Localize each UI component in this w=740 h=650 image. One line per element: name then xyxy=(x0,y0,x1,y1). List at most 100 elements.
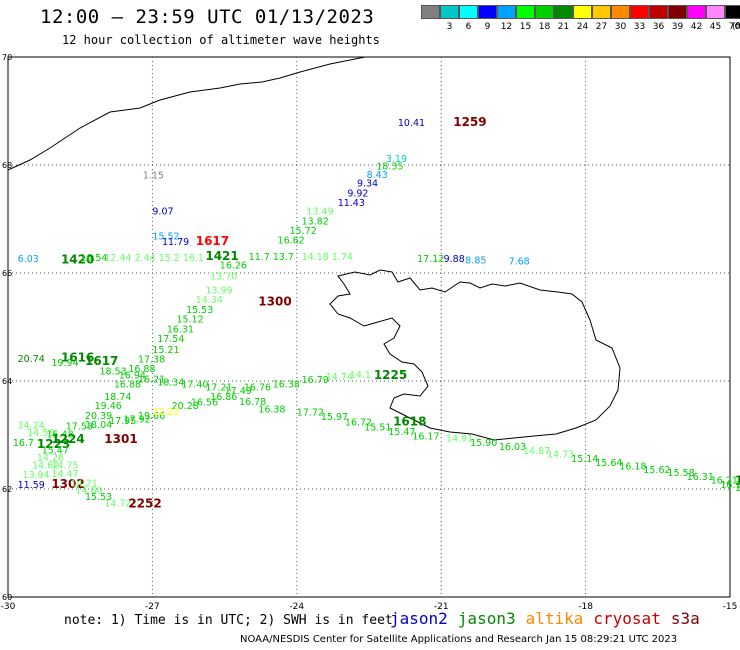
pass-time-label: 1420 xyxy=(61,252,94,266)
pass-time-label: 1617 xyxy=(85,354,118,368)
scale-swatch xyxy=(459,5,478,19)
wave-height-label: 14.62 xyxy=(32,460,59,471)
wave-height-label: 14.1 xyxy=(350,370,371,381)
wave-height-label: 18.35 xyxy=(376,161,403,172)
lat-tick-label: 66 xyxy=(2,269,12,278)
wave-height-label: 15.58 xyxy=(667,468,694,479)
wave-height-label: 6.03 xyxy=(18,254,39,265)
wave-height-label: 9.07 xyxy=(152,207,173,218)
satellite-legend: jason2 jason3 altika cryosat s3a xyxy=(390,609,700,628)
wave-height-label: 16.26 xyxy=(220,261,247,272)
wave-height-label: 13.49 xyxy=(306,207,333,218)
wave-height-label: 16.56 xyxy=(191,397,218,408)
wave-height-label: 18.74 xyxy=(104,392,131,403)
wave-height-label: 17.38 xyxy=(138,355,165,366)
wave-height-label: 15.21 xyxy=(152,345,179,356)
wave-height-label: 15.12 xyxy=(176,315,203,326)
wave-height-label: 9.88 xyxy=(444,254,465,265)
scale-label: 12 xyxy=(500,22,513,32)
scale-label: 24 xyxy=(576,22,589,32)
wave-height-label: 11.59 xyxy=(18,480,45,491)
wave-height-label: 13.82 xyxy=(302,216,329,227)
pass-time-label: 1300 xyxy=(258,294,291,308)
page-subtitle: 12 hour collection of altimeter wave hei… xyxy=(62,33,380,47)
scale-label: 33 xyxy=(633,22,646,32)
wave-height-label: 15.14 xyxy=(571,454,598,465)
scale-label: 15 xyxy=(519,22,532,32)
wave-height-label: 20.39 xyxy=(85,411,112,422)
wave-height-label: 17.21 xyxy=(205,383,232,394)
wave-height-label: 16.86 xyxy=(210,392,237,403)
wave-height-label: 16.38 xyxy=(258,404,285,415)
scale-swatch xyxy=(421,5,440,19)
scale-label: 42 xyxy=(690,22,703,32)
wave-height-label: 18.34 xyxy=(157,377,184,388)
scale-label: 39 xyxy=(671,22,684,32)
color-scale xyxy=(421,5,740,21)
wave-height-label: 14.56 xyxy=(27,428,54,439)
wave-height-label: 19.46 xyxy=(95,401,122,412)
scale-swatch xyxy=(478,5,497,19)
lon-tick-label: -18 xyxy=(578,602,593,612)
lat-tick-label: 64 xyxy=(2,377,12,386)
wave-height-label: 15.96 xyxy=(735,483,740,494)
wave-height-label: 14.47 xyxy=(51,469,78,480)
wave-height-label: 16.21 xyxy=(711,476,738,487)
scale-label: 18 xyxy=(538,22,551,32)
legend-jason2: jason2 xyxy=(390,609,448,628)
wave-height-label: 16.88 xyxy=(128,364,155,375)
color-scale-labels: 3 6 9 12 15 18 21 24 27 30 33 36 39 42 45 70 xyxy=(421,22,740,32)
scale-swatch xyxy=(535,5,554,19)
scale-label: 36 xyxy=(652,22,665,32)
lat-tick-label: 62 xyxy=(2,485,12,494)
wave-height-label: 10.41 xyxy=(398,118,425,129)
scale-swatch xyxy=(668,5,687,19)
wave-height-label: 17.49 xyxy=(225,386,252,397)
wave-height-label: 9.34 xyxy=(357,179,378,190)
scale-swatch xyxy=(687,5,706,19)
pass-time-label: 2252 xyxy=(128,496,161,510)
wave-height-label: 17.12 xyxy=(417,254,444,265)
wave-height-label: 16.03 xyxy=(499,442,526,453)
lon-tick-label: -15 xyxy=(723,602,738,612)
scale-swatch xyxy=(592,5,611,19)
wave-height-label: 15.97 xyxy=(321,412,348,423)
wave-height-label: 9.92 xyxy=(347,188,368,199)
legend-altika: altika xyxy=(525,609,584,628)
legend-s3a: s3a xyxy=(670,609,700,628)
wave-height-label: 17.40 xyxy=(181,379,208,390)
scale-swatch xyxy=(497,5,516,19)
lon-tick-label: -24 xyxy=(289,602,304,612)
wave-height-label: 17.53 xyxy=(66,422,93,433)
wave-height-label: 13.94 xyxy=(22,470,49,481)
pass-time-label: 1617 xyxy=(196,234,229,248)
wave-height-label: 15.51 xyxy=(364,423,391,434)
scale-swatch xyxy=(516,5,535,19)
wave-height-label: 14.87 xyxy=(523,446,550,457)
wave-height-label: 15.62 xyxy=(643,465,670,476)
wave-height-label: 16.88 xyxy=(114,379,141,390)
pass-time-label: 1616 xyxy=(61,351,94,365)
wave-height-label: 17.95 xyxy=(109,416,136,427)
wave-height-label: 16.72 xyxy=(345,417,372,428)
wave-height-label: 12.44 2.44 15.2 16.1 xyxy=(104,253,204,264)
wave-height-label: 14.75 xyxy=(51,460,78,471)
lon-tick-label: -27 xyxy=(145,602,160,612)
wave-height-label: 15.47 xyxy=(388,427,415,438)
wave-height-label: 16.62 xyxy=(278,235,305,246)
lon-tick-label: -21 xyxy=(434,602,449,612)
scale-swatch xyxy=(440,5,459,19)
wave-height-label: 14.21 xyxy=(71,478,98,489)
wave-height-label: 14.24 xyxy=(18,421,45,432)
wave-height-label: 1.15 xyxy=(143,171,164,182)
wave-height-label: 15.64 xyxy=(595,458,622,469)
wave-height-label: 14.73 xyxy=(547,450,574,461)
graticule: -30 -27 -24 -21 -18 -15 70 68 66 64 62 60 xyxy=(1,53,738,612)
lat-tick-label: 68 xyxy=(2,161,12,170)
wave-height-label: 16.38 xyxy=(273,379,300,390)
wave-height-label: 15.53 xyxy=(186,305,213,316)
wave-height-label: 14.26 xyxy=(37,453,64,464)
scale-swatch xyxy=(573,5,592,19)
pass-time-label: 1301 xyxy=(104,432,137,446)
